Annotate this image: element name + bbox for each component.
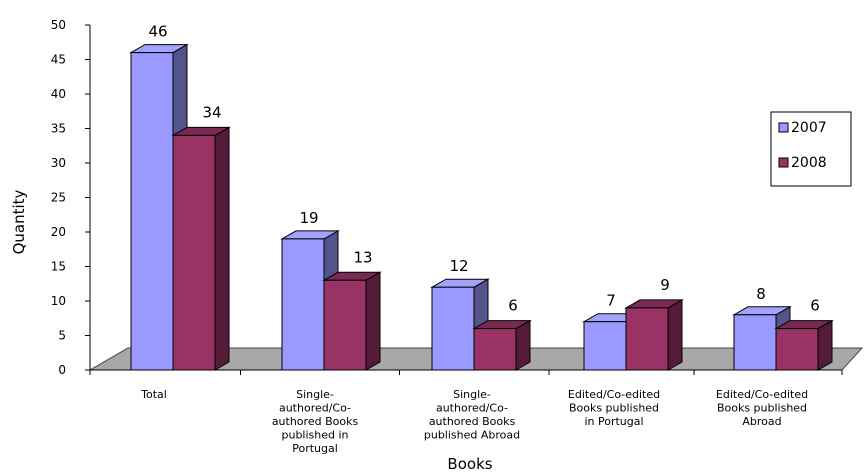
y-tick-label: 45	[51, 53, 66, 67]
bar-2008-1	[322, 271, 382, 371]
category-label-line: published Abroad	[424, 429, 520, 442]
bar-front	[281, 238, 325, 371]
legend-swatch-2008	[778, 157, 789, 168]
data-label-2007: 8	[756, 285, 766, 303]
data-label-2007: 12	[449, 257, 468, 275]
category-label-line: Edited/Co-edited	[568, 388, 660, 401]
y-tick-label: 10	[51, 294, 66, 308]
category-label: Single-authored/Co-authored Books publish…	[424, 388, 520, 442]
y-tick-label: 35	[51, 122, 66, 136]
category-label-line: authored Books	[429, 415, 516, 428]
x-axis-title: Books	[447, 455, 492, 473]
y-tick-label: 40	[51, 87, 66, 101]
category-label-line: in Portugal	[584, 415, 643, 428]
bar-front	[172, 134, 216, 371]
y-tick-label: 50	[51, 18, 66, 32]
bar-front	[130, 52, 174, 371]
category-label-line: Edited/Co-edited	[716, 388, 808, 401]
category-label: Edited/Co-edited Books published in Portug…	[568, 388, 660, 428]
data-labels: 46 34 19 13 12 6 7 9 8 6	[148, 23, 819, 315]
category-label-line: Books published	[717, 402, 807, 415]
x-axis-categories: Total Single-authored/Co-authored Books pu…	[140, 388, 808, 455]
y-tick-label: 15	[51, 260, 66, 274]
data-label-2008: 6	[810, 297, 820, 315]
bar-2008-3	[624, 299, 684, 371]
y-tick-label: 0	[58, 363, 66, 377]
category-label: Edited/Co-edited Books published Abroad	[716, 388, 808, 428]
bar-front	[625, 307, 669, 371]
y-tick-label: 5	[58, 329, 66, 343]
bar-front	[431, 286, 475, 371]
bar-side	[667, 299, 683, 371]
bar-series	[129, 43, 834, 371]
bar-side	[515, 319, 531, 371]
bar-side	[817, 319, 833, 371]
data-label-2007: 46	[148, 23, 167, 41]
bar-front	[583, 321, 627, 371]
category-label-line: Single-	[296, 388, 334, 401]
category-label-line: Abroad	[742, 415, 781, 428]
y-tick-label: 25	[51, 191, 66, 205]
category-label: Single-authored/Co-authored Books publish…	[272, 388, 359, 455]
data-label-2008: 9	[660, 276, 670, 294]
y-tick-label: 20	[51, 225, 66, 239]
category-label-line: authored/Co-	[436, 402, 508, 415]
category-label-line: Single-	[453, 388, 491, 401]
legend-label-2008: 2008	[791, 155, 827, 171]
bar-front	[473, 328, 517, 371]
legend-swatch-2007	[778, 122, 789, 133]
bar-2008-2	[472, 319, 532, 371]
data-label-2008: 6	[508, 297, 518, 315]
data-label-2008: 34	[202, 103, 221, 121]
data-label-2008: 13	[353, 248, 372, 266]
bar-side	[214, 126, 230, 371]
category-label-line: Total	[140, 388, 167, 401]
category-label: Total	[140, 388, 167, 401]
bar-2008-0	[171, 126, 231, 371]
category-label-line: authored/Co-	[279, 402, 351, 415]
category-label-line: Books published	[569, 402, 659, 415]
category-label-line: authored Books	[272, 415, 359, 428]
legend: 2007 2008	[770, 111, 852, 187]
data-label-2007: 19	[299, 209, 318, 227]
legend-label-2007: 2007	[791, 120, 827, 136]
category-label-line: published in	[281, 429, 348, 442]
data-label-2007: 7	[606, 292, 616, 310]
y-axis-title: Quantity	[10, 189, 28, 254]
bar-side	[365, 271, 381, 371]
category-label-line: Portugal	[292, 442, 338, 455]
bar-front	[733, 314, 777, 371]
bar-front	[323, 279, 367, 371]
bar-front	[775, 328, 819, 371]
y-tick-label: 30	[51, 156, 66, 170]
bar-2008-4	[774, 319, 834, 371]
